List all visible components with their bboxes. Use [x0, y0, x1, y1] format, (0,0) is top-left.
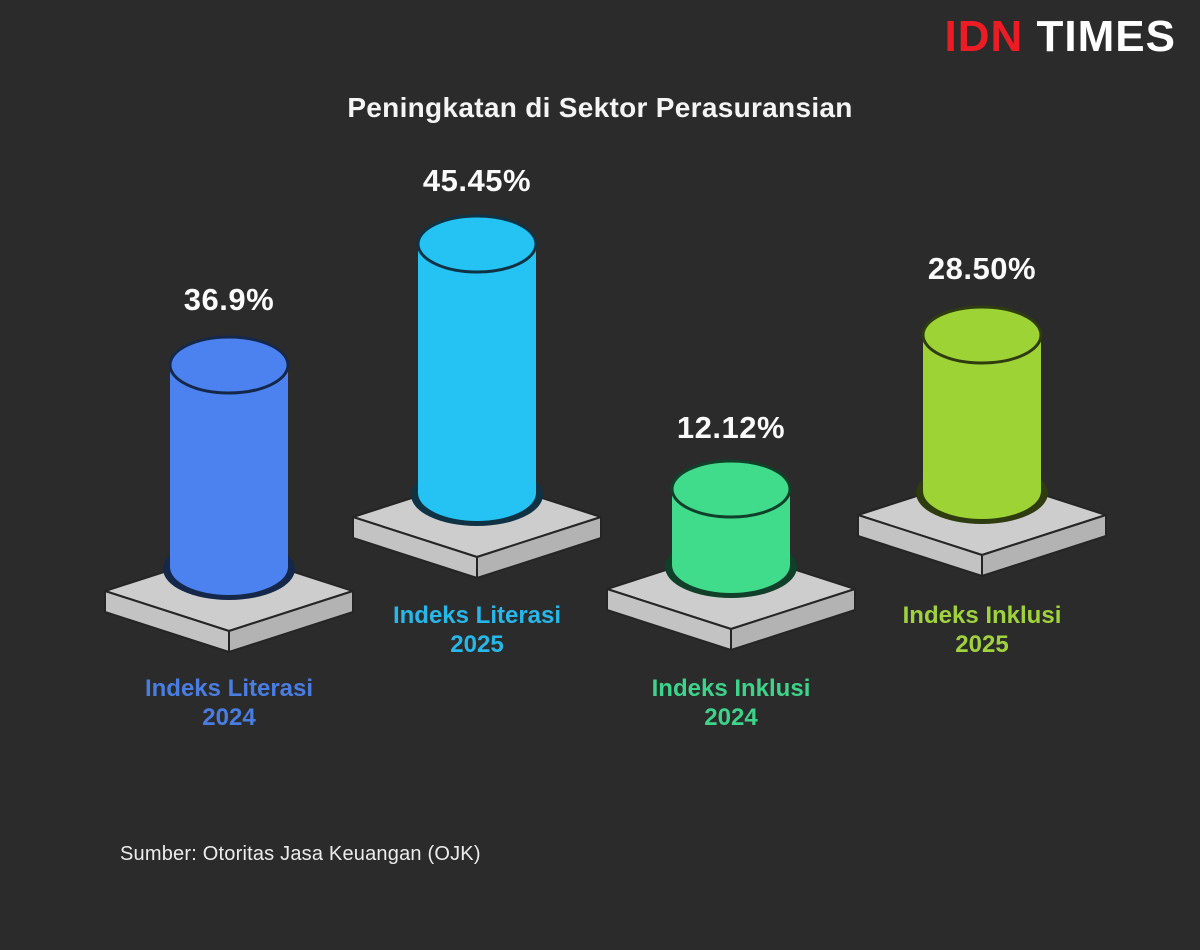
platform-side-right [730, 588, 856, 651]
category-label-literasi-2024: Indeks Literasi 2024 [99, 674, 359, 732]
category-label-inklusi-2024: Indeks Inklusi 2024 [601, 674, 861, 732]
category-name: Indeks Literasi [144, 675, 314, 702]
platform-side-right [228, 590, 354, 653]
value-label-inklusi-2025: 28.50% [927, 251, 1037, 286]
bar-cylinder-body [170, 365, 288, 595]
category-year: 2024 [704, 704, 758, 731]
category-label-literasi-2025: Indeks Literasi 2025 [347, 601, 607, 659]
chart-title: Peningkatan di Sektor Perasuransian [347, 92, 853, 123]
bar-cylinder-top [416, 214, 538, 274]
logo-times-text: TIMES [1036, 12, 1176, 61]
bar-cylinder-body [672, 489, 790, 593]
value-label-literasi-2024: 36.9% [183, 282, 275, 317]
category-year: 2025 [955, 631, 1009, 658]
category-year: 2024 [202, 704, 256, 731]
value-label-inklusi-2024: 12.12% [676, 410, 786, 445]
logo-idn-text: IDN [944, 12, 1024, 61]
bar-cylinder-top [670, 459, 792, 519]
platform-side-right [476, 516, 602, 579]
platform-side-right [981, 514, 1107, 577]
category-name: Indeks Inklusi [902, 602, 1062, 629]
bar-cylinder-body [923, 335, 1041, 519]
source-attribution: Sumber: Otoritas Jasa Keuangan (OJK) [120, 843, 481, 865]
category-year: 2025 [450, 631, 504, 658]
bar-cylinder-top [921, 305, 1043, 365]
bar-cylinder-top [168, 335, 290, 395]
value-label-literasi-2025: 45.45% [422, 163, 532, 198]
category-label-inklusi-2025: Indeks Inklusi 2025 [852, 601, 1112, 659]
bar-cylinder-body [418, 244, 536, 521]
idn-times-logo: IDN TIMES [945, 12, 1176, 62]
category-name: Indeks Literasi [392, 602, 562, 629]
category-name: Indeks Inklusi [651, 675, 811, 702]
